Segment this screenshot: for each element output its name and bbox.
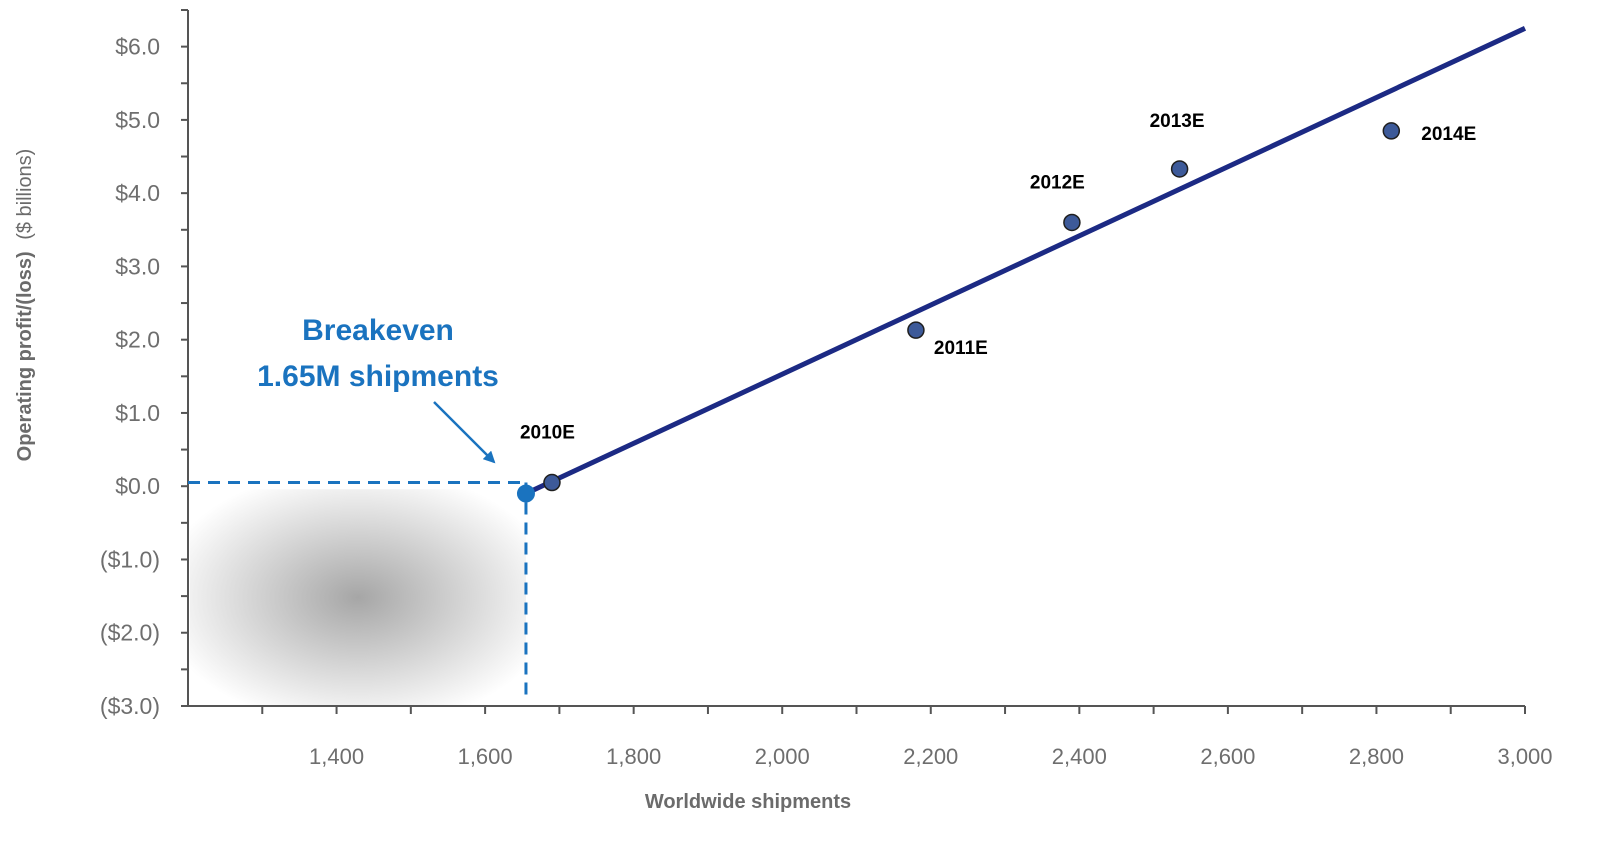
breakeven-title: Breakeven: [302, 314, 454, 347]
y-tick-label: $0.0: [115, 473, 160, 499]
y-tick-label: $2.0: [115, 327, 160, 353]
y-axis-ticks: ($3.0) ($2.0) ($1.0) $0.0 $1.0 $2.0 $3.0 $4.0 $5…: [100, 9, 188, 719]
y-tick-label: ($3.0): [100, 693, 160, 719]
y-tick-label: ($2.0): [100, 620, 160, 646]
y-tick-label: ($1.0): [100, 546, 160, 572]
data-point: [1382, 122, 1401, 140]
y-tick-label: $6.0: [115, 34, 160, 60]
trend-line: [524, 26, 1527, 496]
y-axis-title: Operating profit/(loss) ($ billions): [14, 149, 36, 462]
breakeven-marker: [516, 484, 535, 503]
x-axis-title: Worldwide shipments: [645, 791, 851, 813]
data-point: [543, 473, 561, 492]
x-tick-label: 1,600: [458, 744, 513, 769]
x-tick-label: 3,000: [1497, 744, 1552, 769]
y-tick-label: $5.0: [115, 107, 160, 133]
data-point-label: 2012E: [1030, 172, 1085, 193]
x-tick-label: 2,000: [755, 744, 810, 769]
y-axis-title-main: Operating profit/(loss): [14, 251, 36, 461]
x-tick-label: 2,400: [1052, 744, 1107, 769]
data-point-label: 2013E: [1150, 111, 1205, 132]
breakeven-subtitle: 1.65M shipments: [257, 360, 499, 393]
x-tick-label: 2,600: [1200, 744, 1255, 769]
y-tick-label: $1.0: [115, 400, 160, 426]
y-tick-label: $4.0: [115, 180, 160, 206]
y-axis-title-unit: ($ billions): [14, 149, 36, 240]
x-tick-label: 2,800: [1349, 744, 1404, 769]
data-point-label: 2010E: [520, 423, 575, 444]
y-tick-label: $3.0: [115, 253, 160, 279]
data-point: [1063, 213, 1081, 232]
x-tick-label: 2,200: [903, 744, 958, 769]
data-point: [1170, 160, 1189, 178]
data-point-label: 2011E: [934, 338, 988, 359]
data-point-label: 2014E: [1421, 124, 1476, 145]
breakeven-arrow: [433, 401, 496, 464]
x-axis-ticks: 1,400 1,600 1,800 2,000 2,200 2,400 2,600 2,800…: [261, 706, 1553, 769]
data-point: [907, 321, 925, 339]
x-tick-label: 1,800: [606, 744, 661, 769]
x-tick-label: 1,400: [309, 744, 364, 769]
loss-region-shade: [190, 489, 526, 706]
data-points: 2010E 2011E 2012E 2013E 2014E: [520, 111, 1476, 492]
